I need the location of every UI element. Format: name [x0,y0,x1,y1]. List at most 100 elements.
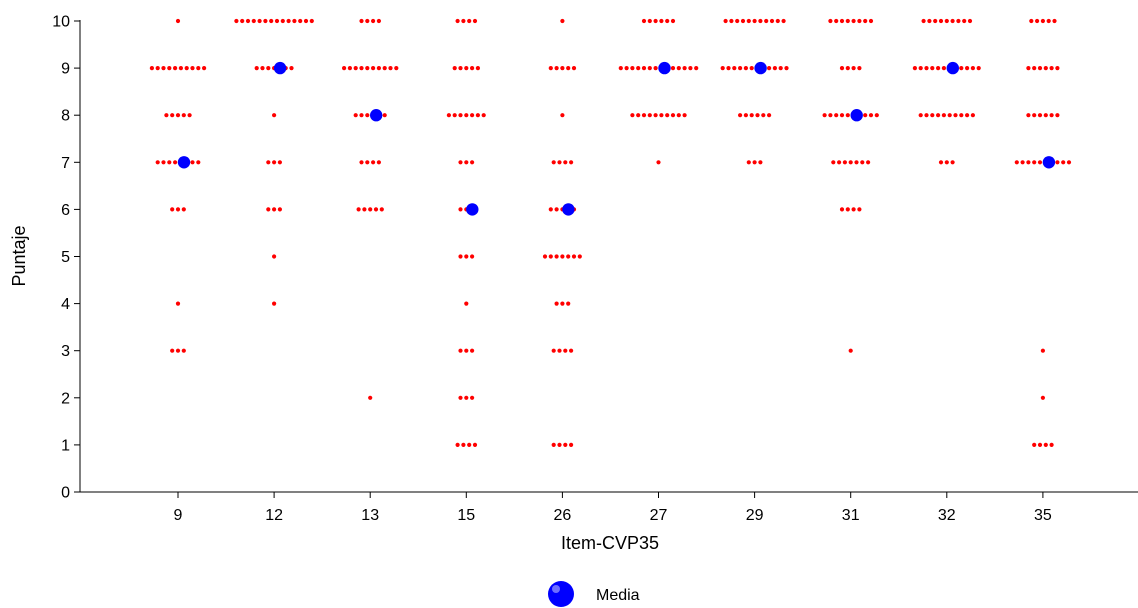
observation-point [577,254,582,259]
observation-point [927,18,932,24]
observation-point [551,348,556,353]
observation-point [470,113,475,118]
observation-point [944,160,949,165]
observation-point [542,254,548,259]
y-tick-label: 0 [61,485,70,502]
observation-point [170,348,175,353]
observation-point [167,160,172,165]
observation-point [563,348,568,353]
observation-point [548,66,553,71]
observation-point [472,442,478,447]
observation-point [569,160,574,165]
observation-point [187,113,192,118]
observation-point [371,18,376,24]
observation-point [720,66,725,71]
observation-point [289,66,294,71]
observation-point [938,160,944,165]
observation-point [950,160,955,165]
observation-point [1066,160,1072,165]
observation-point [481,113,486,118]
observation-point [758,18,763,24]
observation-point [764,18,769,24]
observation-point [924,66,929,71]
observation-point [464,395,469,400]
observation-point [309,18,314,24]
observation-point [743,113,749,118]
observation-point [548,254,553,259]
y-tick-label: 9 [61,61,70,78]
observation-point [353,113,358,118]
observation-point [175,348,181,353]
observation-point [376,160,381,165]
observation-point [260,66,265,71]
observation-point [560,301,565,306]
observation-point [365,66,370,71]
observation-point [560,113,565,118]
observation-point [653,18,658,24]
observation-point [245,18,251,24]
observation-point [277,207,282,212]
observation-point [630,66,635,71]
observation-point [723,18,728,24]
observation-point [936,113,941,118]
observation-point [263,18,268,24]
observation-point [571,254,577,259]
observation-point [752,160,757,165]
observation-point [848,160,853,165]
observation-point [848,348,853,353]
observation-point [557,160,562,165]
observation-point [359,66,364,71]
observation-point [554,207,559,212]
observation-point [455,18,460,24]
observation-point [266,207,271,212]
observation-point [566,254,571,259]
observation-point [464,113,469,118]
observation-point [175,18,181,24]
observation-point [458,395,463,400]
observation-point [342,66,347,71]
observation-point [834,113,839,118]
observation-point [362,207,367,212]
legend-marker-highlight [552,585,560,593]
legend-mean-label: Media [596,587,640,604]
observation-point [874,113,879,118]
y-tick-label: 10 [52,14,70,31]
observation-point [676,113,681,118]
observation-point [167,66,172,71]
observation-point [1020,160,1025,165]
observation-point [729,18,734,24]
observation-point [190,160,195,165]
observation-point [382,66,387,71]
observation-point [755,113,760,118]
observation-point [641,66,647,71]
x-tick-label: 31 [842,507,860,524]
observation-point [356,207,361,212]
observation-point [563,160,568,165]
observation-point [967,18,973,24]
observation-point [839,66,845,71]
observation-point [676,66,681,71]
observation-point [839,207,845,212]
observation-point [458,254,463,259]
observation-point [749,66,754,71]
observation-point [470,348,475,353]
x-tick-label: 27 [650,507,668,524]
observation-point [1049,442,1054,447]
observation-point [930,113,935,118]
observation-point [1043,113,1048,118]
observation-point [277,160,282,165]
observation-point [394,66,399,71]
observation-point [959,113,964,118]
observation-point [1032,113,1037,118]
observation-point [458,348,463,353]
observation-point [554,254,559,259]
observation-point [1049,66,1054,71]
observation-point [551,442,556,447]
observation-point [863,113,868,118]
observation-point [181,207,186,212]
observation-point [446,113,451,118]
observation-point [653,113,658,118]
observation-point [1014,160,1019,165]
observation-point [845,66,850,71]
legend: Media [548,581,640,607]
